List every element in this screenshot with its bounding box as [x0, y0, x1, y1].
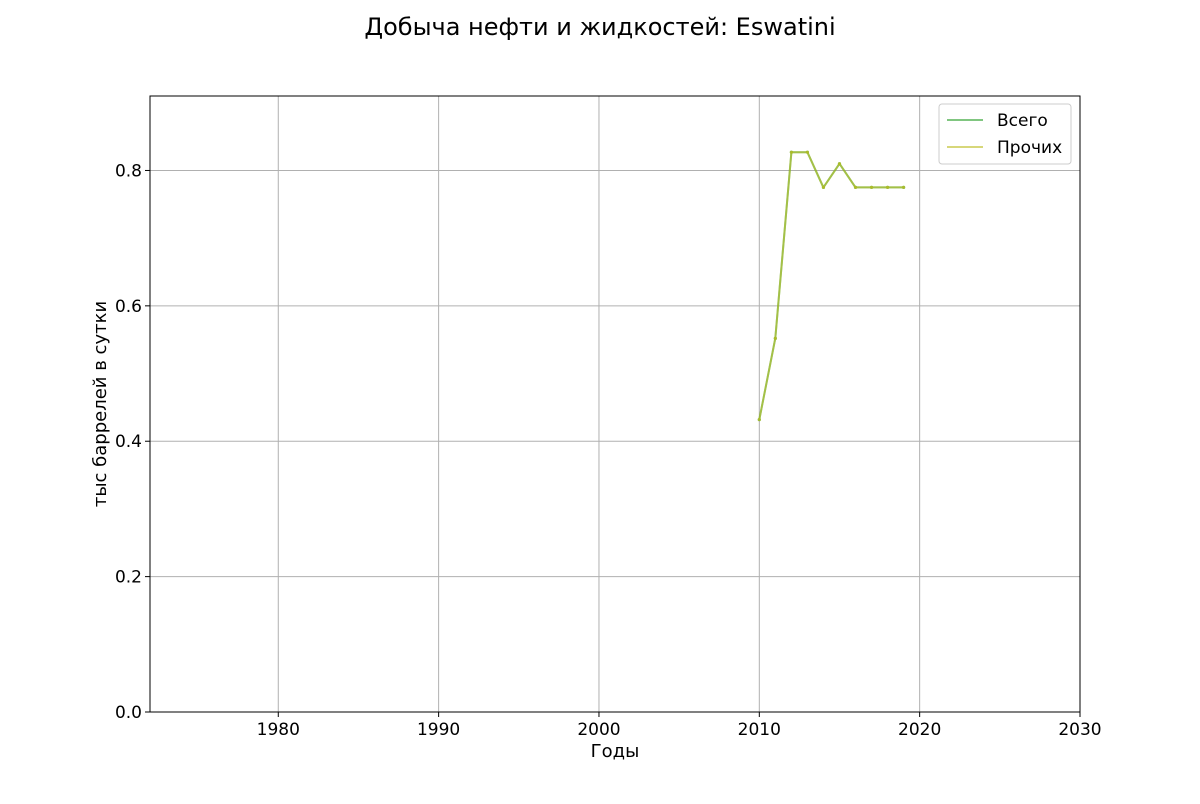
series-point-1 [902, 185, 906, 189]
x-tick-label: 2010 [738, 720, 781, 740]
y-tick-label: 0.0 [115, 703, 142, 723]
x-tick-label: 2030 [1058, 720, 1101, 740]
x-tick-label: 2020 [898, 720, 941, 740]
y-tick-label: 0.4 [115, 432, 142, 452]
x-axis-label: Годы [591, 741, 640, 762]
series-layer [757, 150, 906, 422]
series-line-1 [758, 151, 904, 420]
y-tick-label: 0.2 [115, 568, 142, 588]
x-tick-label: 1980 [257, 720, 300, 740]
chart-title: Добыча нефти и жидкостей: Eswatini [364, 13, 835, 41]
plot-area-frame [149, 95, 1081, 713]
series-point-1 [757, 417, 761, 422]
tick-layer: 1980 1990 2000 2010 2020 2030 0.0 0.2 0.4 0.6 0.8 [115, 161, 1102, 740]
series-point-1 [805, 150, 810, 154]
y-axis-label: тыс баррелей в сутки [90, 301, 111, 507]
series-point-1 [773, 336, 777, 340]
series-point-1 [837, 162, 842, 166]
x-tick-label: 2000 [577, 720, 620, 740]
y-tick-label: 0.6 [115, 297, 142, 317]
series-point-1 [853, 185, 858, 189]
legend-label-other: Прочих [997, 138, 1062, 158]
series-point-1 [821, 185, 826, 189]
y-tick-label: 0.8 [115, 161, 142, 181]
series-line-0 [758, 151, 904, 420]
legend: Всего Прочих [938, 103, 1072, 165]
series-point-1 [869, 185, 874, 189]
series-point-1 [885, 185, 890, 189]
x-tick-label: 1990 [417, 720, 460, 740]
series-point-1 [789, 150, 793, 154]
legend-label-total: Всего [997, 111, 1048, 131]
grid-layer [150, 96, 1081, 713]
